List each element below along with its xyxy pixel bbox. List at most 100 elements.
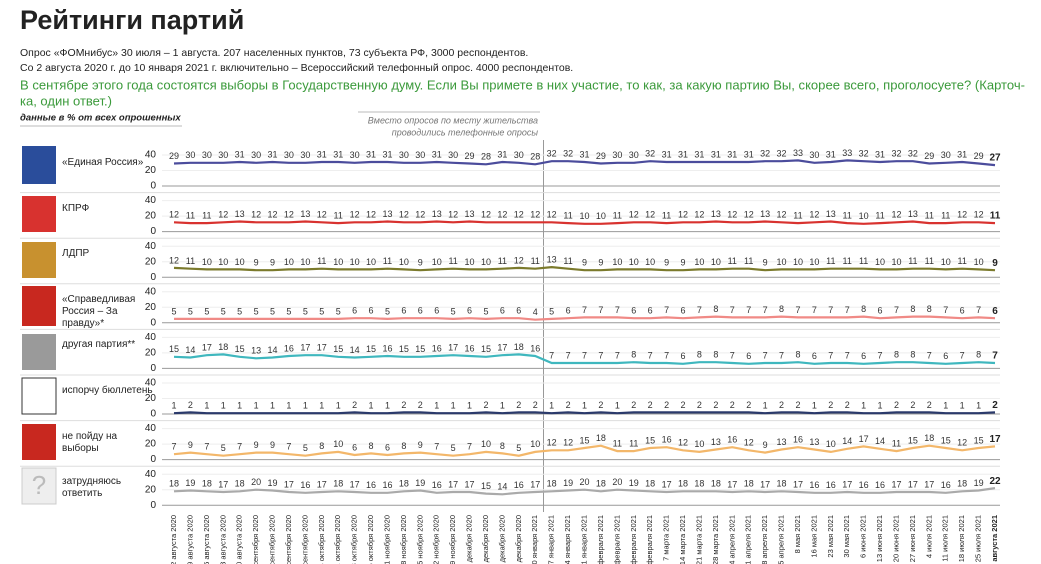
value-label: 11 xyxy=(186,256,195,266)
y-tick-label: 40 xyxy=(145,286,157,297)
value-label: 30 xyxy=(399,150,409,160)
value-label: 11 xyxy=(859,256,868,266)
value-label: 18 xyxy=(169,479,179,489)
value-label: 7 xyxy=(582,350,587,360)
x-tick-label: 13 июня 2021 xyxy=(875,515,884,562)
value-label: 8 xyxy=(319,441,324,451)
value-label: 16 xyxy=(432,480,442,490)
value-label: 16 xyxy=(793,435,803,445)
value-label: 7 xyxy=(566,350,571,360)
value-label: 10 xyxy=(826,439,836,449)
value-label: 2 xyxy=(483,400,488,410)
value-label: 13 xyxy=(777,437,787,447)
value-label: 12 xyxy=(678,438,688,448)
value-label: 19 xyxy=(185,478,195,488)
value-label: 12 xyxy=(777,210,787,220)
value-label: 11 xyxy=(448,256,457,266)
x-tick-label: 14 марта 2021 xyxy=(678,515,687,564)
value-label: 1 xyxy=(171,401,176,411)
value-label: 15 xyxy=(481,344,491,354)
value-label: 30 xyxy=(202,150,212,160)
value-label: 8 xyxy=(713,304,718,314)
value-label: 6 xyxy=(631,306,636,316)
value-label: 2 xyxy=(795,400,800,410)
value-label: 12 xyxy=(268,210,278,220)
value-label: 10 xyxy=(777,257,787,267)
x-tick-label: 11 октября 2020 xyxy=(333,515,342,564)
value-label: 6 xyxy=(369,306,374,316)
value-label: 12 xyxy=(251,210,261,220)
value-label: 11 xyxy=(908,256,917,266)
value-label: 5 xyxy=(336,306,341,316)
value-label: 31 xyxy=(678,149,688,159)
y-tick-label: 20 xyxy=(145,439,157,450)
value-label: 1 xyxy=(582,401,587,411)
value-label: 2 xyxy=(418,400,423,410)
value-label: 18 xyxy=(957,479,967,489)
value-label: 13 xyxy=(826,209,836,219)
value-label: 14 xyxy=(842,436,852,446)
value-label: 7 xyxy=(894,305,899,315)
value-label: 8 xyxy=(861,304,866,314)
value-label: 5 xyxy=(171,306,176,316)
value-label: 9 xyxy=(254,258,259,268)
x-tick-label: 8 ноября 2020 xyxy=(399,515,408,564)
x-tick-label: 8 мая 2021 xyxy=(793,515,802,553)
value-label: 20 xyxy=(579,477,589,487)
value-label: 1 xyxy=(385,401,390,411)
value-label: 32 xyxy=(859,149,869,159)
value-label: 7 xyxy=(237,442,242,452)
value-label: 11 xyxy=(843,256,852,266)
value-label: 13 xyxy=(547,255,557,265)
value-label: 28 xyxy=(530,152,540,162)
value-label: 17 xyxy=(793,479,803,489)
value-label: 9 xyxy=(270,258,275,268)
value-label: 18 xyxy=(777,479,787,489)
value-label: 30 xyxy=(629,150,639,160)
value-label: 9 xyxy=(681,258,686,268)
value-label: 12 xyxy=(547,210,557,220)
series-line xyxy=(174,315,996,321)
series-name: КПРФ xyxy=(62,202,90,214)
value-label: 7 xyxy=(582,305,587,315)
value-label: 11 xyxy=(202,210,211,220)
value-label: 18 xyxy=(678,479,688,489)
value-label: 17 xyxy=(924,479,934,489)
value-label: 6 xyxy=(943,351,948,361)
value-label: 18 xyxy=(235,479,245,489)
value-label: 10 xyxy=(481,439,491,449)
value-label: 18 xyxy=(547,479,557,489)
value-label: 13 xyxy=(908,209,918,219)
value-label: 32 xyxy=(891,149,901,159)
value-label: 12 xyxy=(366,210,376,220)
value-label: 17 xyxy=(218,479,228,489)
value-label: 12 xyxy=(694,210,704,220)
y-tick-label: 40 xyxy=(145,150,157,161)
value-label: 1 xyxy=(467,401,472,411)
value-label: 31 xyxy=(366,149,376,159)
value-label: 31 xyxy=(235,149,245,159)
value-label: 12 xyxy=(744,210,754,220)
logo xyxy=(21,377,57,415)
value-label: 12 xyxy=(350,210,360,220)
value-label: 18 xyxy=(645,479,655,489)
value-label: 18 xyxy=(399,479,409,489)
value-label: 10 xyxy=(432,257,442,267)
value-label: 10 xyxy=(859,211,869,221)
series-line xyxy=(173,220,996,225)
value-label: 2 xyxy=(894,400,899,410)
value-label: 5 xyxy=(516,443,521,453)
value-label: 16 xyxy=(875,480,885,490)
value-label: 12 xyxy=(530,210,540,220)
value-label: 11 xyxy=(383,256,392,266)
x-tick-label: 13 сентября 2020 xyxy=(267,515,276,564)
value-label: 5 xyxy=(549,306,554,316)
x-tick-label: 29 ноября 2020 xyxy=(448,515,457,564)
value-label: 12 xyxy=(284,210,294,220)
series-name: другая партия** xyxy=(62,339,136,351)
value-label: 6 xyxy=(648,306,653,316)
value-label: 10 xyxy=(300,257,310,267)
value-label: 17 xyxy=(317,343,327,353)
value-label: 31 xyxy=(957,149,967,159)
x-tick-label: 16 августа 2020 xyxy=(202,515,211,564)
